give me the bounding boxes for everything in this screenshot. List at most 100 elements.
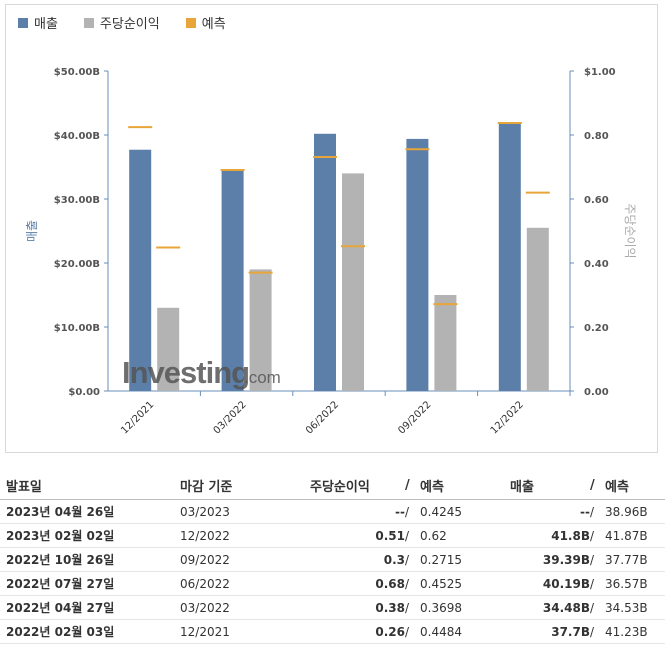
left-tick-label: $0.00 (68, 387, 100, 398)
table-row[interactable]: 2022년 10월 26일 09/2022 0.3/0.2715 39.39B/37.… (0, 547, 665, 572)
row-eps: 0.26 (310, 619, 405, 644)
revenue-swatch-icon (18, 17, 28, 28)
eps-bar (526, 227, 549, 391)
table-row[interactable]: 2023년 02월 02일 12/2022 0.51/0.62 41.8B/41.87… (0, 523, 665, 548)
header-revenue[interactable]: 매출 (510, 471, 590, 500)
row-rev-slash: / (590, 547, 605, 572)
legend-item-forecast[interactable]: 예측 (185, 13, 226, 32)
row-eps: 0.38 (310, 595, 405, 620)
row-period: 03/2023 (180, 499, 310, 524)
row-revenue: 40.19B (510, 571, 590, 596)
row-rev-slash: / (590, 619, 605, 644)
eps-swatch-icon (83, 17, 94, 28)
row-eps-forecast: 0.2715 (420, 547, 510, 572)
right-axis-title: 주당순이익 (623, 203, 637, 258)
row-rev-slash: / (590, 595, 605, 620)
header-eps-slash: / (405, 471, 420, 500)
forecast-swatch-icon (185, 17, 196, 28)
investing-watermark-logo: Investing (122, 355, 249, 390)
left-tick-label: $10.00B (54, 323, 100, 334)
row-eps-slash: / (405, 523, 420, 548)
row-eps: 0.3 (310, 547, 405, 572)
investing-watermark-suffix: .com (244, 368, 281, 387)
row-date: 2022년 04월 27일 (0, 595, 180, 620)
row-revenue-forecast: 41.87B (605, 523, 665, 548)
right-tick-label: $1.00 (584, 67, 616, 78)
eps-bar (434, 295, 457, 391)
row-date: 2023년 02월 02일 (0, 523, 180, 548)
row-eps-forecast: 0.4245 (420, 499, 510, 524)
right-tick-label: 0.60 (584, 195, 609, 206)
row-revenue-forecast: 41.23B (605, 619, 665, 644)
row-revenue: -- (510, 499, 590, 524)
revenue-bar (314, 133, 336, 391)
row-revenue: 34.48B (510, 595, 590, 620)
left-tick-label: $20.00B (54, 259, 100, 270)
header-eps-forecast[interactable]: 예측 (420, 471, 510, 500)
x-tick-label: 09/2022 (396, 399, 433, 436)
row-revenue-forecast: 34.53B (605, 595, 665, 620)
row-period: 12/2021 (180, 619, 310, 644)
legend-item-revenue[interactable]: 매출 (18, 13, 58, 32)
row-eps-slash: / (405, 571, 420, 596)
x-tick-label: 03/2022 (212, 399, 249, 436)
row-eps-slash: / (405, 499, 420, 524)
x-tick-label: 06/2022 (304, 399, 341, 436)
row-rev-slash: / (590, 499, 605, 524)
row-revenue-forecast: 36.57B (605, 571, 665, 596)
table-row[interactable]: 2022년 07월 27일 06/2022 0.68/0.4525 40.19B/36… (0, 571, 665, 596)
legend-label-eps: 주당순이익 (99, 17, 160, 32)
table-row[interactable]: 2023년 04월 26일 03/2023 --/0.4245 --/38.96B (0, 499, 665, 524)
header-revenue-forecast[interactable]: 예측 (605, 471, 665, 500)
row-eps-forecast: 0.4484 (420, 619, 510, 644)
row-date: 2022년 02월 03일 (0, 619, 180, 644)
revenue-bar (221, 170, 244, 391)
table-row[interactable]: 2022년 04월 27일 03/2022 0.38/0.3698 34.48B/34… (0, 595, 665, 620)
row-eps: 0.68 (310, 571, 405, 596)
row-period: 06/2022 (180, 571, 310, 596)
row-date: 2023년 04월 26일 (0, 499, 180, 524)
table-row[interactable]: 2022년 02월 03일 12/2021 0.26/0.4484 37.7B/41.… (0, 619, 665, 644)
table-body: 2023년 04월 26일 03/2023 --/0.4245 --/38.96B 20… (0, 499, 665, 644)
header-eps[interactable]: 주당순이익 (310, 471, 405, 500)
x-tick-label: 12/2022 (489, 399, 526, 436)
revenue-bar (406, 138, 429, 391)
row-period: 03/2022 (180, 595, 310, 620)
row-eps-forecast: 0.3698 (420, 595, 510, 620)
row-eps-forecast: 0.62 (420, 523, 510, 548)
row-date: 2022년 07월 27일 (0, 571, 180, 596)
legend-label-forecast: 예측 (201, 17, 226, 32)
chart-canvas: $0.00 $10.00B $20.00B $30.00B $40.00B $50.00B… (25, 67, 637, 436)
left-tick-label: $30.00B (54, 195, 100, 206)
left-axis-title: 매출 (25, 220, 39, 242)
row-eps-forecast: 0.4525 (420, 571, 510, 596)
right-tick-label: 0.00 (584, 387, 609, 398)
row-rev-slash: / (590, 571, 605, 596)
header-date[interactable]: 발표일 (0, 471, 180, 500)
revenue-bar (498, 123, 521, 391)
row-revenue: 41.8B (510, 523, 590, 548)
row-rev-slash: / (590, 523, 605, 548)
earnings-table: 발표일 마감 기준 주당순이익 / 예측 매출 / 예측 2023년 04월 2… (0, 471, 665, 644)
revenue-bar (129, 149, 152, 391)
header-rev-slash: / (590, 471, 605, 500)
header-period[interactable]: 마감 기준 (180, 471, 310, 500)
row-date: 2022년 10월 26일 (0, 547, 180, 572)
row-revenue-forecast: 37.77B (605, 547, 665, 572)
row-period: 12/2022 (180, 523, 310, 548)
row-eps-slash: / (405, 595, 420, 620)
right-tick-label: 0.80 (584, 131, 609, 142)
legend-label-revenue: 매출 (34, 17, 58, 32)
right-tick-label: 0.20 (584, 323, 609, 334)
right-tick-label: 0.40 (584, 259, 609, 270)
row-period: 09/2022 (180, 547, 310, 572)
chart-legend: 매출 주당순이익 예측 (18, 13, 226, 32)
x-tick-label: 12/2021 (119, 399, 156, 436)
row-revenue: 37.7B (510, 619, 590, 644)
eps-bar (249, 269, 272, 391)
row-revenue-forecast: 38.96B (605, 499, 665, 524)
row-eps: 0.51 (310, 523, 405, 548)
legend-item-eps[interactable]: 주당순이익 (83, 13, 160, 32)
row-eps-slash: / (405, 619, 420, 644)
eps-bar (157, 307, 180, 391)
